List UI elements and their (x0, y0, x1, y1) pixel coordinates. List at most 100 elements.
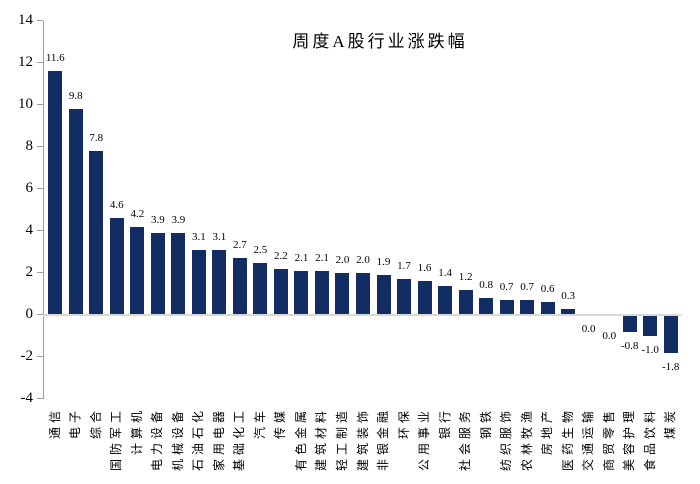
bar-value-label: 1.4 (438, 266, 452, 279)
bar-value-label: 2.7 (233, 239, 247, 252)
y-axis-tick-label: 0 (25, 306, 34, 322)
bar-value-label: -0.8 (620, 339, 639, 352)
x-axis-category-label: 传媒 (273, 407, 288, 440)
y-axis-tick-label: 8 (25, 138, 34, 154)
bar-value-label: 0.8 (479, 279, 493, 292)
x-axis-category-label: 家用电器 (211, 407, 226, 472)
bar-value-label: 2.2 (274, 249, 288, 262)
x-axis-category-label: 纺织服饰 (499, 407, 514, 472)
bar (48, 71, 63, 315)
y-axis-tick (37, 62, 43, 63)
bar (499, 300, 514, 315)
x-axis-category-label: 建筑材料 (314, 407, 329, 472)
x-axis-category-label: 机械设备 (170, 407, 185, 472)
bar-value-label: 4.6 (109, 199, 124, 212)
bar-value-label: 2.0 (335, 254, 350, 266)
bar (232, 258, 247, 315)
bar (540, 302, 555, 315)
x-axis-category-label: 通信 (47, 407, 62, 440)
bar (458, 289, 473, 315)
y-axis-tick (37, 356, 43, 357)
bar-value-label: 3.9 (150, 214, 165, 227)
x-axis-category-label: 汽车 (252, 407, 267, 440)
x-axis-category-label: 国防军工 (109, 407, 124, 472)
bar (191, 249, 206, 315)
y-axis-tick (37, 272, 43, 273)
bar-value-label: 0.7 (520, 281, 534, 294)
bar-value-label: 1.9 (376, 256, 391, 269)
bar (397, 279, 412, 315)
y-axis-tick (37, 20, 43, 21)
bar-value-label: 0.6 (540, 283, 555, 296)
x-axis-category-label: 农林牧渔 (519, 407, 534, 472)
bar (89, 151, 104, 315)
bar (417, 281, 432, 315)
x-axis-category-label: 社会服务 (458, 407, 473, 472)
x-axis-category-label: 建筑装饰 (355, 407, 370, 472)
y-axis-line (43, 21, 44, 399)
x-axis-category-label: 基础化工 (232, 407, 247, 472)
bar (561, 308, 576, 315)
bar (520, 300, 535, 315)
bar-value-label: 0.3 (561, 289, 576, 302)
y-axis-tick (37, 146, 43, 147)
x-axis-category-label: 石油石化 (191, 407, 206, 472)
x-axis-category-label: 非银金融 (376, 407, 391, 472)
y-axis-tick-label: -2 (20, 348, 34, 364)
x-axis-category-label: 医药生物 (560, 407, 575, 472)
bar-value-label: 2.1 (315, 251, 329, 264)
y-axis-tick (37, 104, 43, 105)
y-axis-tick (37, 314, 43, 315)
bar-value-label: 0.0 (602, 330, 617, 342)
bar (68, 109, 83, 315)
bar-value-label: 7.8 (89, 132, 104, 145)
bar (212, 249, 227, 315)
bar-value-label: 2.0 (356, 254, 370, 266)
x-axis-category-label: 电力设备 (150, 407, 165, 472)
bar (109, 218, 124, 315)
y-axis-tick-label: 10 (18, 96, 33, 112)
bar (294, 270, 309, 315)
x-axis-category-label: 房地产 (540, 407, 555, 456)
x-axis-category-label: 钢铁 (478, 407, 493, 440)
y-axis-tick (37, 230, 43, 231)
zero-gridline (43, 314, 681, 316)
x-axis-category-label: 综合 (88, 407, 103, 440)
x-axis-category-label: 商贸零售 (601, 407, 616, 472)
bar-value-label: 3.9 (171, 214, 186, 227)
bar (356, 273, 370, 315)
bar-value-label: -1.0 (641, 344, 659, 356)
bar-value-label: 3.1 (212, 230, 227, 243)
bar (643, 315, 658, 336)
bar (273, 268, 288, 315)
bar-value-label: 11.6 (45, 52, 65, 65)
bar (171, 233, 186, 315)
bar (150, 233, 165, 315)
bar-value-label: 1.7 (397, 260, 411, 273)
x-axis-category-label: 食品饮料 (642, 407, 657, 472)
bar (663, 315, 678, 353)
bar-value-label: 2.5 (253, 243, 268, 256)
bar-value-label: 9.8 (68, 90, 83, 103)
bar (314, 270, 329, 315)
x-axis-category-label: 环保 (396, 407, 411, 440)
y-axis-tick-label: 2 (25, 264, 34, 280)
x-axis-category-label: 银行 (437, 407, 452, 440)
chart-title: 周度A股行业涨跌幅 (292, 32, 468, 51)
bar (130, 226, 145, 315)
bar (438, 285, 453, 315)
x-axis-category-label: 计算机 (129, 407, 144, 456)
x-axis-category-label: 电子 (68, 407, 83, 440)
x-axis-category-label: 煤炭 (663, 407, 678, 440)
x-axis-category-label: 轻工制造 (334, 407, 349, 472)
bar-value-label: -1.8 (662, 360, 680, 373)
bar (479, 298, 494, 315)
x-axis-category-label: 美容护理 (622, 407, 637, 472)
bar-value-label: 0.0 (581, 323, 596, 335)
y-axis-tick (37, 398, 43, 399)
bar (335, 273, 350, 315)
bar-value-label: 2.1 (294, 251, 309, 264)
y-axis-tick-label: 6 (25, 180, 34, 196)
